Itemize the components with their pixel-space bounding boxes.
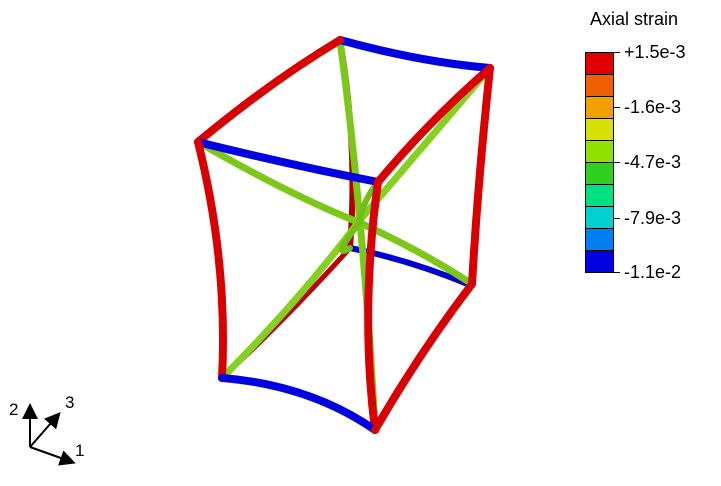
- axis-3-arrow: [29, 411, 61, 448]
- legend-swatch: [586, 207, 613, 229]
- strut-top-left: [194, 36, 344, 146]
- axis-2-label: 2: [9, 400, 19, 419]
- legend-tick: [614, 218, 620, 219]
- legend-swatch: [586, 53, 613, 75]
- strut-right-vertical: [468, 64, 494, 288]
- legend-title: Axial strain: [590, 9, 679, 29]
- legend-swatch: [586, 163, 613, 185]
- axis-3-label: 3: [65, 393, 75, 412]
- strut-bottom-right: [371, 280, 476, 434]
- strut-top-back: [336, 36, 494, 72]
- legend-swatch: [586, 251, 613, 272]
- legend-tick: [614, 107, 620, 108]
- diagonal-struts: [194, 36, 494, 434]
- front-struts: [194, 36, 494, 434]
- strut-bottom-left: [218, 374, 379, 434]
- legend-tick: [614, 272, 620, 273]
- legend-swatch: [586, 119, 613, 141]
- strain-legend: Axial strain +1.5e-3 -1.6e-3 -4.7e-3 -7.…: [580, 6, 718, 282]
- strut-diagonal-d: [339, 179, 381, 254]
- axis-1-label: 1: [75, 441, 85, 460]
- legend-swatch: [586, 229, 613, 251]
- legend-color-bar: [585, 52, 614, 273]
- legend-label-4: -7.9e-3: [624, 208, 682, 228]
- strut-top-right: [374, 64, 494, 186]
- strut-left-vertical: [194, 138, 227, 382]
- triad-arrows: [22, 403, 76, 466]
- legend-swatch: [586, 97, 613, 119]
- legend-swatch: [586, 75, 613, 97]
- legend-tick: [614, 52, 620, 53]
- legend-tick: [614, 162, 620, 163]
- legend-label-2: -1.6e-3: [624, 97, 682, 117]
- axis-1-arrow: [29, 446, 76, 466]
- strut-top-front: [194, 138, 382, 186]
- legend-label-max: +1.5e-3: [624, 42, 686, 62]
- legend-swatch: [586, 141, 613, 163]
- legend-label-3: -4.7e-3: [624, 152, 682, 172]
- legend-swatch: [586, 185, 613, 207]
- legend-label-min: -1.1e-2: [624, 262, 682, 282]
- coordinate-triad: 2 3 1: [0, 385, 110, 485]
- strut-front-vertical: [364, 178, 382, 434]
